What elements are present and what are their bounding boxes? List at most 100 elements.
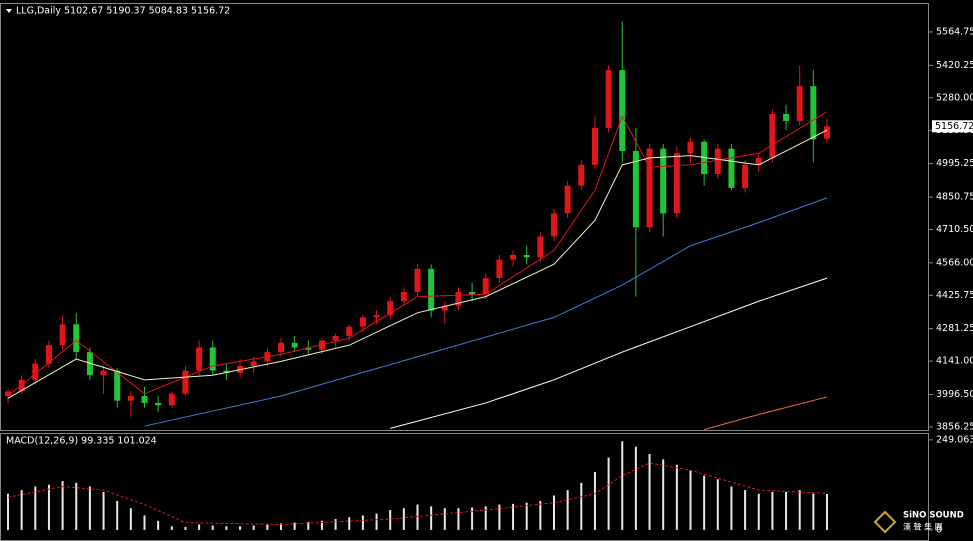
- macd-bar: [607, 457, 610, 530]
- candle-body: [742, 164, 749, 188]
- macd-panel-frame: [0, 433, 929, 541]
- macd-bar: [716, 479, 719, 530]
- macd-bar: [580, 482, 583, 530]
- signal-line: [7, 462, 828, 525]
- macd-bar: [198, 524, 201, 530]
- y-tick-label: 4566.00: [936, 257, 973, 268]
- y-tick-label: 4710.50: [936, 224, 973, 235]
- candle-body: [810, 86, 817, 140]
- macd-bar: [375, 513, 378, 530]
- macd-bar: [689, 470, 692, 530]
- macd-bar: [771, 491, 774, 530]
- macd-bar: [662, 459, 665, 530]
- macd-bar: [307, 521, 310, 530]
- moving-average: [7, 111, 828, 397]
- price-panel-frame: [0, 3, 929, 431]
- candle-body: [182, 370, 189, 394]
- candle-body: [332, 335, 339, 341]
- macd-bar: [826, 493, 828, 530]
- macd-bar: [143, 515, 146, 530]
- macd-bar: [102, 491, 105, 530]
- macd-bar: [47, 484, 50, 530]
- candle-body: [660, 148, 667, 214]
- candle-body: [100, 370, 107, 376]
- candle-body: [196, 347, 203, 371]
- candle-body: [373, 315, 380, 318]
- candle-body: [482, 278, 489, 295]
- macd-bar: [539, 500, 542, 530]
- macd-bar: [498, 504, 501, 530]
- macd-bar: [266, 524, 269, 530]
- macd-bar: [170, 526, 173, 530]
- macd-bar: [757, 493, 760, 530]
- y-tick-label: 5280.00: [936, 92, 973, 103]
- macd-bar: [457, 508, 460, 530]
- macd-bar: [593, 472, 596, 530]
- candle-body: [45, 345, 52, 364]
- candle-body: [591, 127, 598, 165]
- macd-bar: [7, 493, 9, 530]
- macd-bar: [416, 504, 419, 530]
- candle-body: [223, 370, 230, 373]
- candle-body: [32, 363, 39, 380]
- moving-average: [390, 277, 828, 429]
- candle-body: [441, 305, 448, 311]
- candle-body: [250, 361, 257, 366]
- moving-average: [704, 396, 828, 430]
- macd-bar: [88, 486, 91, 530]
- menu-arrow[interactable]: [6, 9, 12, 13]
- moving-average: [144, 197, 828, 427]
- plot-area: [7, 441, 828, 530]
- candle-body: [728, 148, 735, 188]
- candle-body: [155, 402, 162, 406]
- brand-chinese: 漢 聲 集 團: [903, 522, 943, 532]
- macd-bar: [525, 502, 528, 530]
- y-tick-label: 3996.50: [936, 389, 973, 400]
- macd-bar: [443, 508, 446, 530]
- macd-bar: [280, 523, 282, 530]
- current-price: 5156.72: [935, 121, 973, 132]
- candle-body: [578, 164, 585, 186]
- macd-bar: [566, 490, 569, 530]
- macd-bar: [402, 508, 405, 530]
- y-tick-label: 0: [936, 524, 942, 535]
- candle-body: [387, 301, 394, 316]
- macd-bar: [675, 464, 678, 530]
- y-tick-label: 249.063: [936, 434, 973, 445]
- y-tick-label: 4141.00: [936, 356, 973, 367]
- current-price-box: [932, 120, 973, 133]
- candle-body: [523, 254, 530, 258]
- y-tick-label: 4850.75: [936, 192, 973, 203]
- macd-bar: [648, 453, 651, 530]
- logo: [873, 510, 897, 534]
- candle-body: [400, 291, 407, 302]
- candle-body: [769, 113, 776, 158]
- candle-body: [168, 393, 175, 406]
- candle-body: [209, 347, 216, 371]
- candle-body: [755, 157, 762, 165]
- macd-bar: [157, 520, 160, 530]
- y-tick-label: 5420.25: [936, 60, 973, 71]
- candle-body: [619, 70, 626, 151]
- candle-body: [414, 268, 421, 292]
- plot-area: [5, 21, 830, 430]
- candle-body: [428, 268, 435, 311]
- candle-body: [783, 113, 790, 121]
- candle-body: [714, 148, 721, 175]
- y-tick-label: 5564.75: [936, 26, 973, 37]
- y-tick-label: 4995.25: [936, 158, 973, 169]
- macd-bar: [20, 490, 23, 530]
- candle-body: [605, 70, 612, 128]
- moving-average: [7, 129, 828, 399]
- candle-body: [127, 396, 134, 401]
- brand: SiNO SOUND: [903, 511, 964, 521]
- candle-body: [18, 379, 25, 392]
- candle-body: [114, 370, 121, 401]
- watermark: SiNO SOUND 漢 聲 集 團: [873, 510, 964, 534]
- macd-bar: [730, 486, 733, 530]
- macd-bar: [252, 525, 255, 530]
- candle-body: [73, 324, 80, 353]
- macd-bar: [320, 520, 323, 530]
- candle-body: [564, 185, 571, 214]
